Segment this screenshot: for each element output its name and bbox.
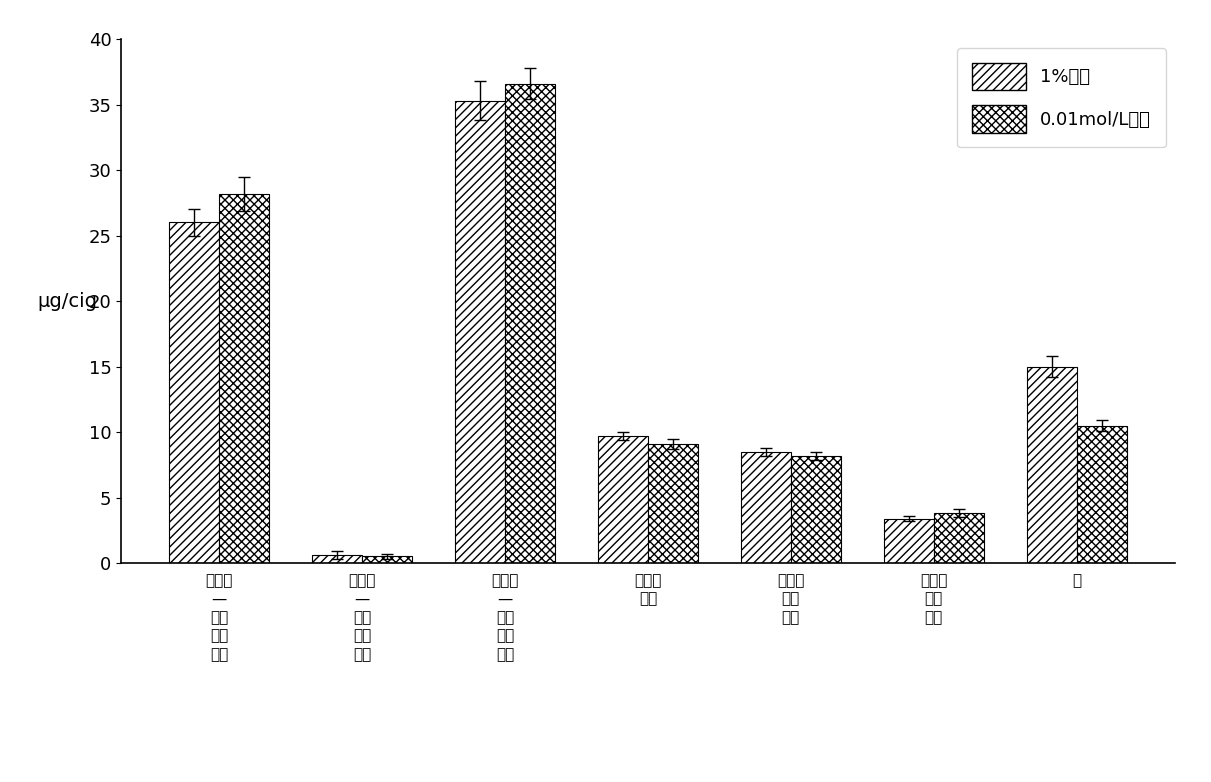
Bar [791,456,840,563]
Bar [598,436,648,563]
Bar [219,194,269,563]
Bar [884,518,934,563]
Bar [741,452,791,563]
Bar [312,555,362,563]
Bar [934,513,983,563]
Bar [1027,367,1077,563]
Bar [1077,425,1126,563]
Bar [505,84,555,563]
Bar [648,444,698,563]
Y-axis label: μg/cig: μg/cig [38,292,98,310]
Bar [170,222,219,563]
Bar [362,557,412,563]
Legend: 1%醒酸, 0.01mol/L盐酸: 1%醒酸, 0.01mol/L盐酸 [957,48,1166,147]
Bar [455,101,505,563]
